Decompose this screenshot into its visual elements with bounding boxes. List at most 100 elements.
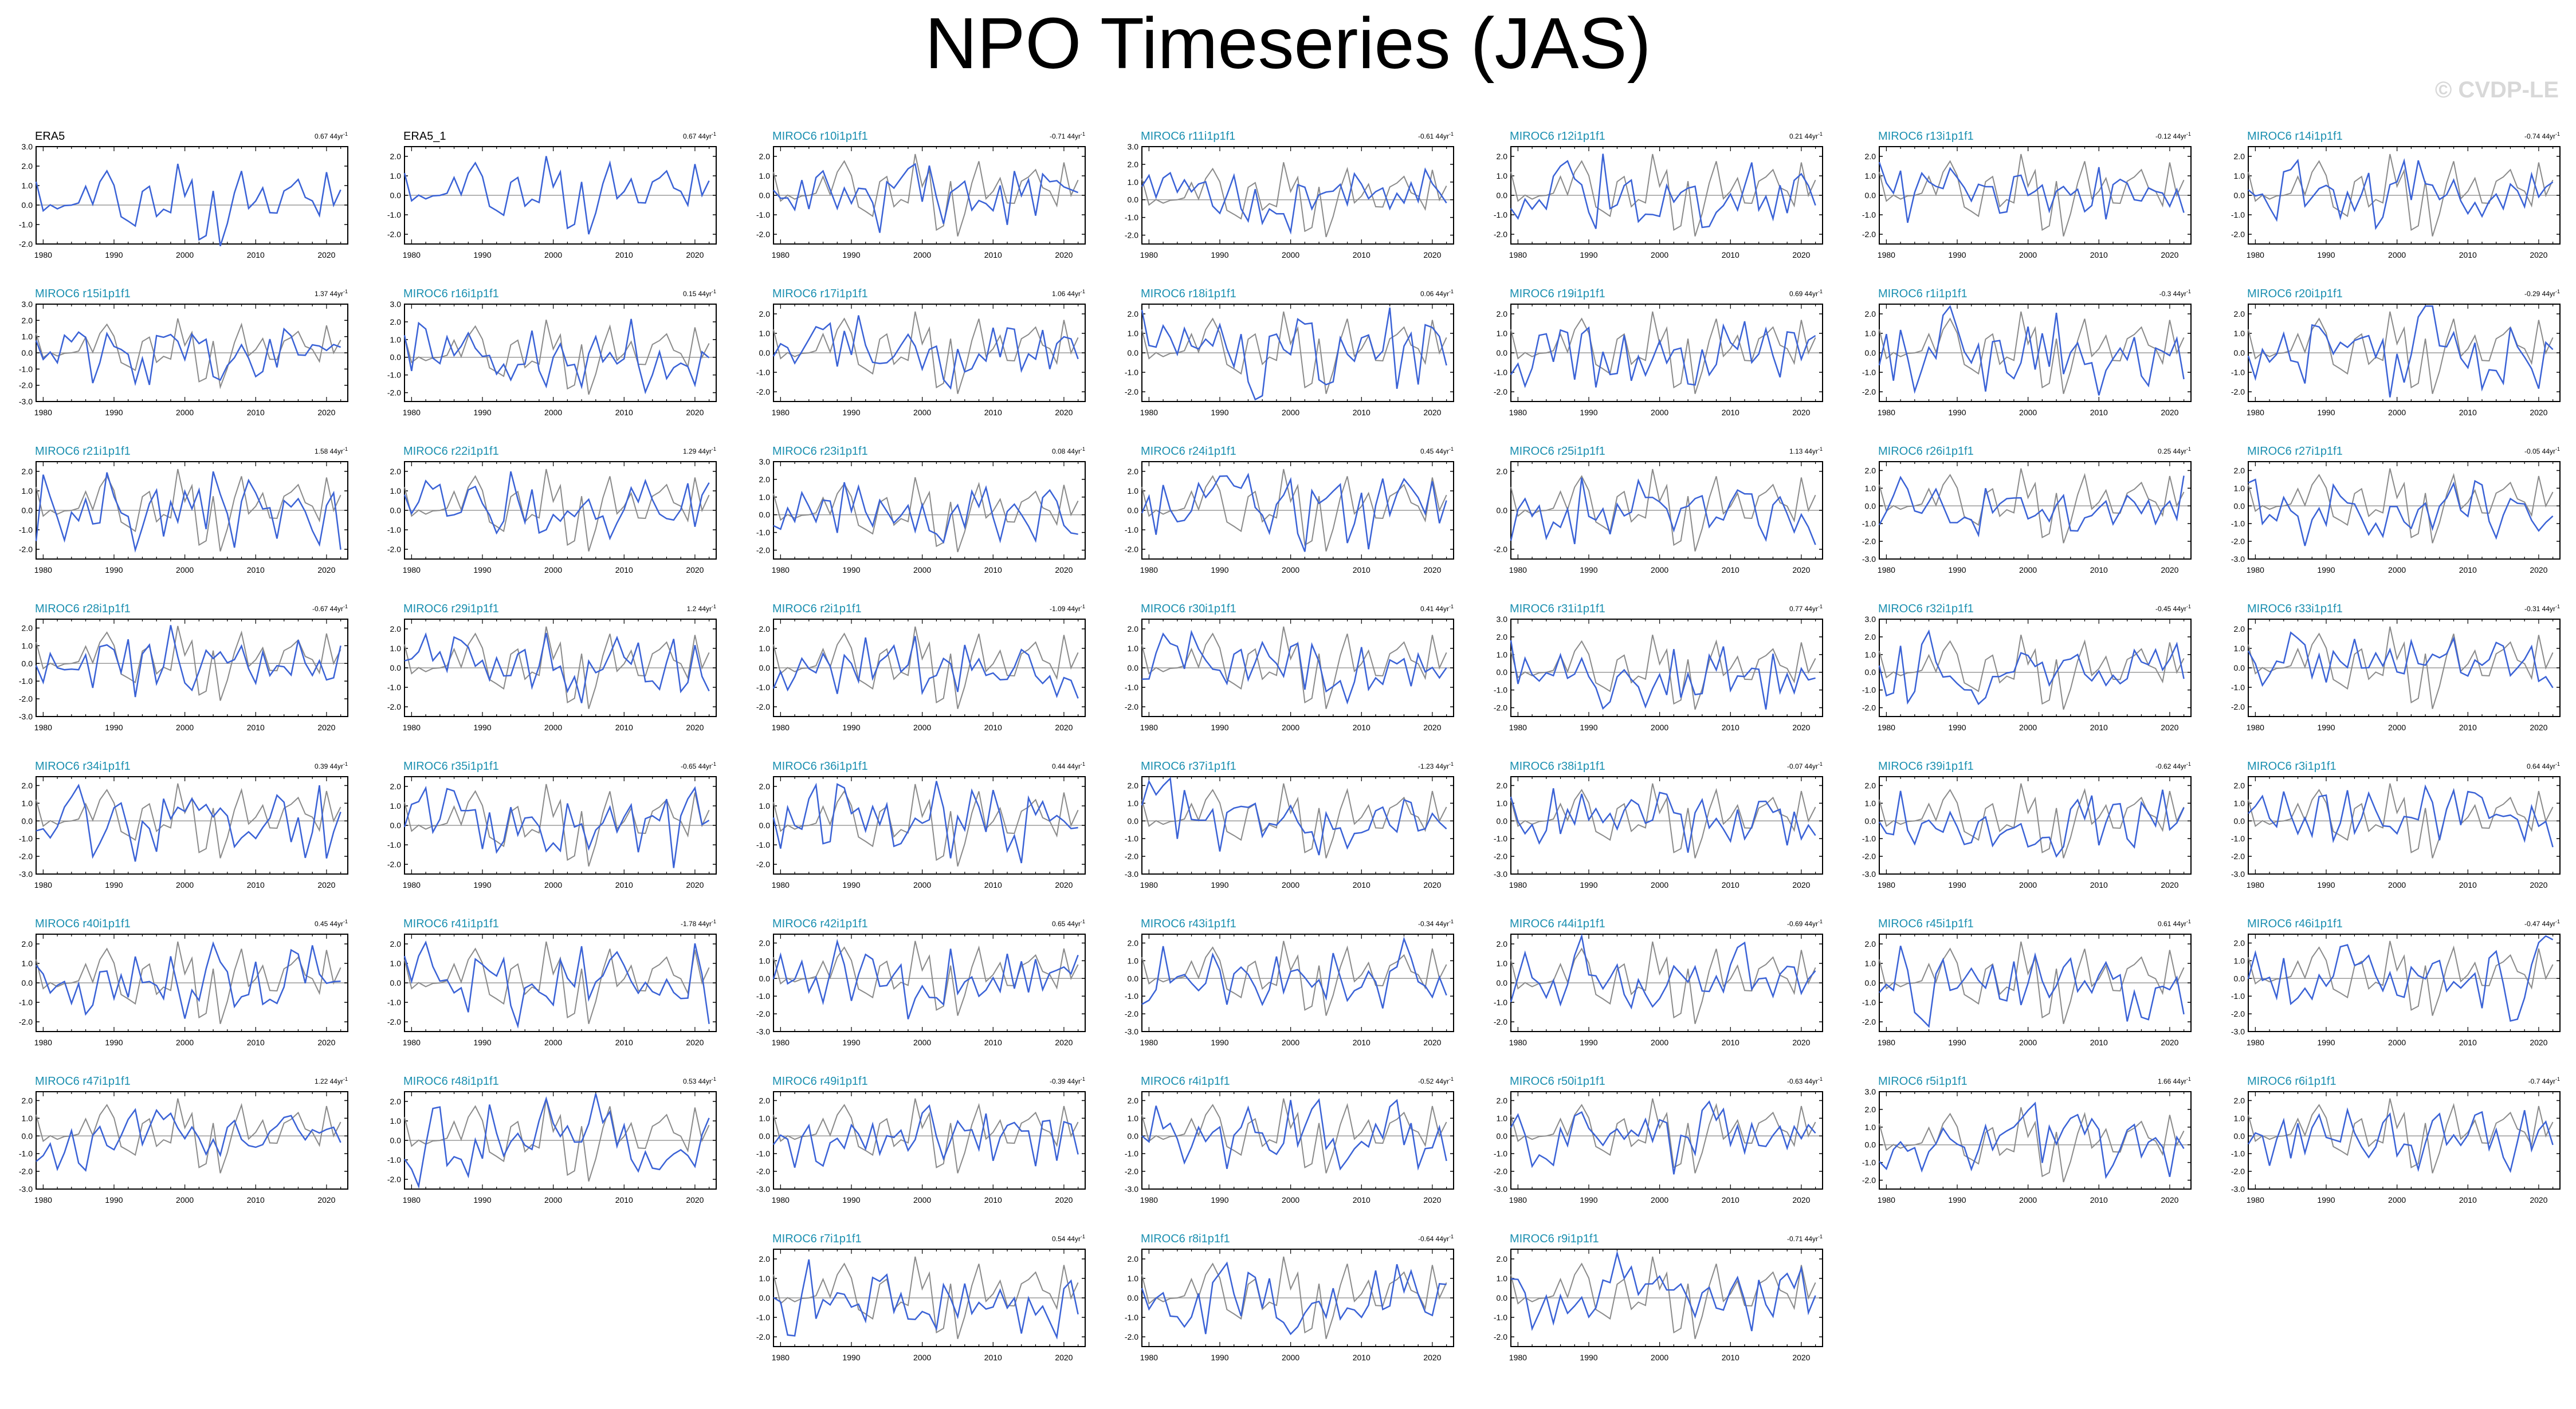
panel-title: ERA5 [35,130,65,143]
x-tick-label: 1990 [842,723,860,732]
x-tick-label: 1980 [403,723,421,732]
y-tick-label: 1.0 [759,644,771,653]
panel-title: MIROC6 r35i1p1f1 [403,760,499,773]
y-tick-label: -2.0 [756,230,770,239]
panel-title: MIROC6 r26i1p1f1 [1878,445,1974,458]
panel-title: MIROC6 r24i1p1f1 [1141,445,1236,458]
x-tick-label: 1980 [1878,1195,1895,1205]
trend-label: -0.47 44yr-1 [2524,919,2560,928]
x-tick-label: 2020 [2161,250,2178,259]
y-tick-label: 0.0 [22,816,33,825]
x-tick-label: 1990 [1580,880,1597,890]
x-tick-label: 2000 [544,565,562,574]
y-tick-label: 2.0 [1865,309,1876,318]
y-tick-label: -2.0 [756,1332,770,1341]
y-tick-label: -3.0 [2231,554,2245,564]
x-tick-label: 2020 [1055,1195,1073,1205]
plot-frame [1141,934,1454,1032]
trend-label: -0.45 44yr-1 [2155,604,2191,613]
panel-title: MIROC6 r21i1p1f1 [35,445,131,458]
y-tick-label: -1.0 [387,210,401,219]
panel-miroc6-r9i1p1f1: MIROC6 r9i1p1f1 -0.71 44yr-1 2.0 1.0 0.0 -1.0… [1494,1233,1823,1362]
y-tick-label: 3.0 [1865,1087,1876,1096]
y-tick-label: 2.0 [759,475,771,484]
observation-series-line [1510,1256,1816,1339]
x-tick-label: 2010 [615,565,633,574]
y-tick-label: -1.0 [1862,519,1876,528]
y-tick-label: 2.0 [1865,1105,1876,1114]
x-tick-label: 2010 [247,250,265,259]
model-series-line [773,163,1079,233]
trend-label: 0.08 44yr-1 [1052,446,1085,455]
y-tick-label: 1.0 [1497,1274,1508,1283]
x-tick-label: 1980 [2247,880,2264,890]
x-tick-label: 2020 [1792,1353,1810,1362]
panel-title: MIROC6 r8i1p1f1 [1141,1233,1230,1245]
y-tick-label: -3.0 [1125,1027,1138,1036]
x-tick-label: 2000 [1651,723,1668,732]
observation-series-line [1510,783,1816,859]
y-tick-label: -3.0 [19,869,33,879]
x-tick-label: 1990 [1948,1195,1966,1205]
plot-frame [36,146,348,245]
trend-label: -0.7 44yr-1 [2528,1076,2560,1085]
trend-label: 0.67 44yr-1 [315,131,348,140]
model-series-line [1879,946,2185,1028]
y-tick-label: 1.0 [22,798,33,808]
y-tick-label: -2.0 [1125,1009,1138,1018]
x-tick-label: 1980 [34,1195,52,1205]
x-tick-label: 2010 [247,565,265,574]
panel-title: MIROC6 r5i1p1f1 [1878,1075,1968,1088]
x-tick-label: 2020 [317,250,335,259]
x-tick-label: 1980 [1140,880,1158,890]
x-tick-label: 2000 [176,723,194,732]
x-tick-label: 2000 [176,1195,194,1205]
x-tick-label: 2000 [1282,1353,1299,1362]
x-tick-label: 1990 [473,1038,491,1047]
plot-frame [1879,1091,2192,1190]
x-tick-label: 1990 [105,880,123,890]
x-tick-label: 1990 [2317,723,2335,732]
trend-label: 0.21 44yr-1 [1789,131,1823,140]
x-tick-label: 2010 [1722,723,1739,732]
y-tick-label: 1.0 [1497,650,1508,659]
x-tick-label: 2000 [2019,408,2037,417]
panel-miroc6-r32i1p1f1: MIROC6 r32i1p1f1 -0.45 44yr-1 3.0 2.0 1.0 0.0… [1862,603,2192,732]
model-series-line [1878,162,2185,223]
y-tick-label: 0.0 [1128,974,1139,983]
y-tick-label: 2.0 [2234,1096,2245,1105]
y-tick-label: -2.0 [2231,852,2245,861]
y-tick-label: 0.0 [1128,506,1139,515]
panel-title: MIROC6 r38i1p1f1 [1510,760,1605,773]
x-tick-label: 1990 [1211,250,1228,259]
model-series-line [1510,1100,1816,1175]
y-tick-label: -2.0 [19,381,33,390]
y-tick-label: -2.0 [1494,852,1507,861]
y-tick-label: 0.0 [390,506,402,515]
x-tick-label: 2020 [1055,1038,1073,1047]
panel-miroc6-r17i1p1f1: MIROC6 r17i1p1f1 1.06 44yr-1 2.0 1.0 0.0 -1.0… [756,288,1086,417]
observation-series-line [1141,162,1447,238]
observation-series-line [773,1256,1079,1339]
panel-miroc6-r8i1p1f1: MIROC6 r8i1p1f1 -0.64 44yr-1 2.0 1.0 0.0 -1.0… [1125,1233,1454,1362]
y-tick-label: 0.0 [1497,1293,1508,1302]
model-series-line [36,784,341,862]
y-tick-label: 0.0 [759,663,771,672]
x-tick-label: 1990 [1580,1353,1597,1362]
panel-title: MIROC6 r43i1p1f1 [1141,918,1236,930]
x-tick-label: 1980 [1509,1038,1527,1047]
plot-frame [1141,1091,1454,1190]
x-tick-label: 1980 [1509,565,1527,574]
y-tick-label: 2.0 [390,152,402,161]
y-tick-label: 2.0 [1865,152,1876,161]
y-tick-label: 2.0 [1128,160,1139,169]
y-tick-label: -1.0 [1125,213,1138,222]
x-tick-label: 2000 [544,1195,562,1205]
y-tick-label: 2.0 [1128,781,1139,790]
plot-frame [1510,776,1823,875]
y-tick-label: 2.0 [1497,632,1508,641]
y-tick-label: 1.0 [390,335,402,344]
y-tick-label: -2.0 [387,1017,401,1026]
trend-label: 1.2 44yr-1 [687,604,716,613]
panel-title: MIROC6 r33i1p1f1 [2247,603,2343,615]
